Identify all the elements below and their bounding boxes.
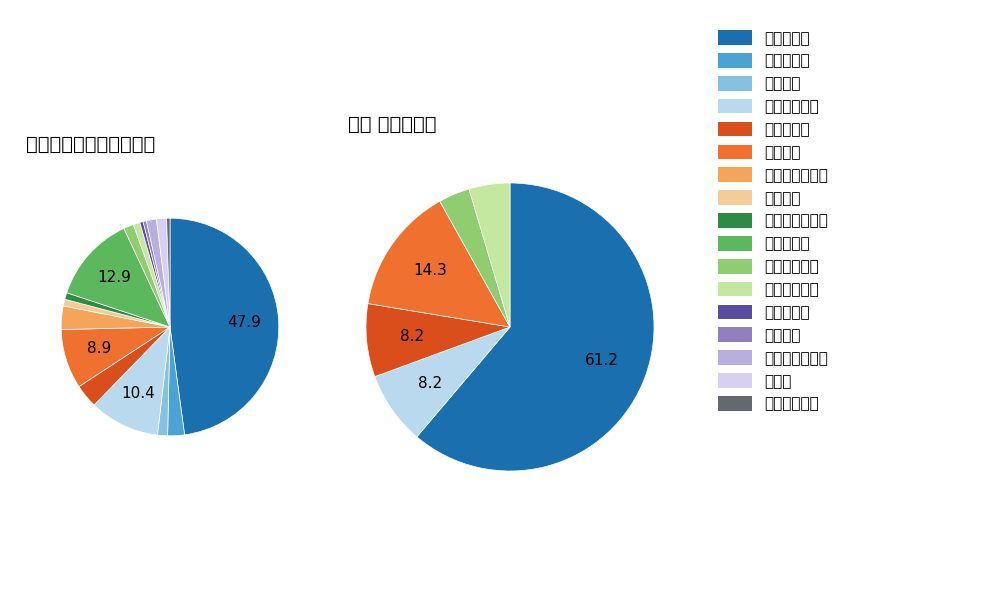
Text: 12.9: 12.9 bbox=[98, 271, 132, 286]
Wedge shape bbox=[133, 223, 170, 327]
Wedge shape bbox=[440, 189, 510, 327]
Wedge shape bbox=[143, 221, 170, 327]
Wedge shape bbox=[63, 299, 170, 327]
Wedge shape bbox=[156, 218, 170, 327]
Wedge shape bbox=[79, 327, 170, 405]
Text: 8.2: 8.2 bbox=[400, 329, 425, 344]
Wedge shape bbox=[146, 219, 170, 327]
Wedge shape bbox=[167, 218, 170, 327]
Wedge shape bbox=[168, 327, 185, 436]
Text: 47.9: 47.9 bbox=[227, 314, 261, 329]
Wedge shape bbox=[124, 224, 170, 327]
Wedge shape bbox=[61, 327, 170, 386]
Wedge shape bbox=[170, 218, 279, 435]
Wedge shape bbox=[65, 293, 170, 327]
Wedge shape bbox=[366, 304, 510, 377]
Text: 8.9: 8.9 bbox=[87, 341, 111, 356]
Wedge shape bbox=[157, 327, 170, 436]
Text: 61.2: 61.2 bbox=[585, 353, 619, 368]
Wedge shape bbox=[140, 221, 170, 327]
Wedge shape bbox=[368, 201, 510, 327]
Wedge shape bbox=[61, 306, 170, 329]
Wedge shape bbox=[94, 327, 170, 435]
Wedge shape bbox=[417, 183, 654, 471]
Wedge shape bbox=[469, 183, 510, 327]
Text: セ・リーグ全プレイヤー: セ・リーグ全プレイヤー bbox=[26, 136, 155, 154]
Legend: ストレート, ツーシーム, シュート, カットボール, スプリット, フォーク, チェンジアップ, シンカー, 高速スライダー, スライダー, 縦スライダー, : ストレート, ツーシーム, シュート, カットボール, スプリット, フォーク,… bbox=[714, 26, 833, 416]
Text: 14.3: 14.3 bbox=[413, 263, 447, 278]
Wedge shape bbox=[67, 229, 170, 327]
Text: 10.4: 10.4 bbox=[121, 386, 155, 401]
Text: 8.2: 8.2 bbox=[418, 376, 442, 391]
Text: 岡林 勇希　選手: 岡林 勇希 選手 bbox=[348, 115, 436, 134]
Wedge shape bbox=[375, 327, 510, 437]
